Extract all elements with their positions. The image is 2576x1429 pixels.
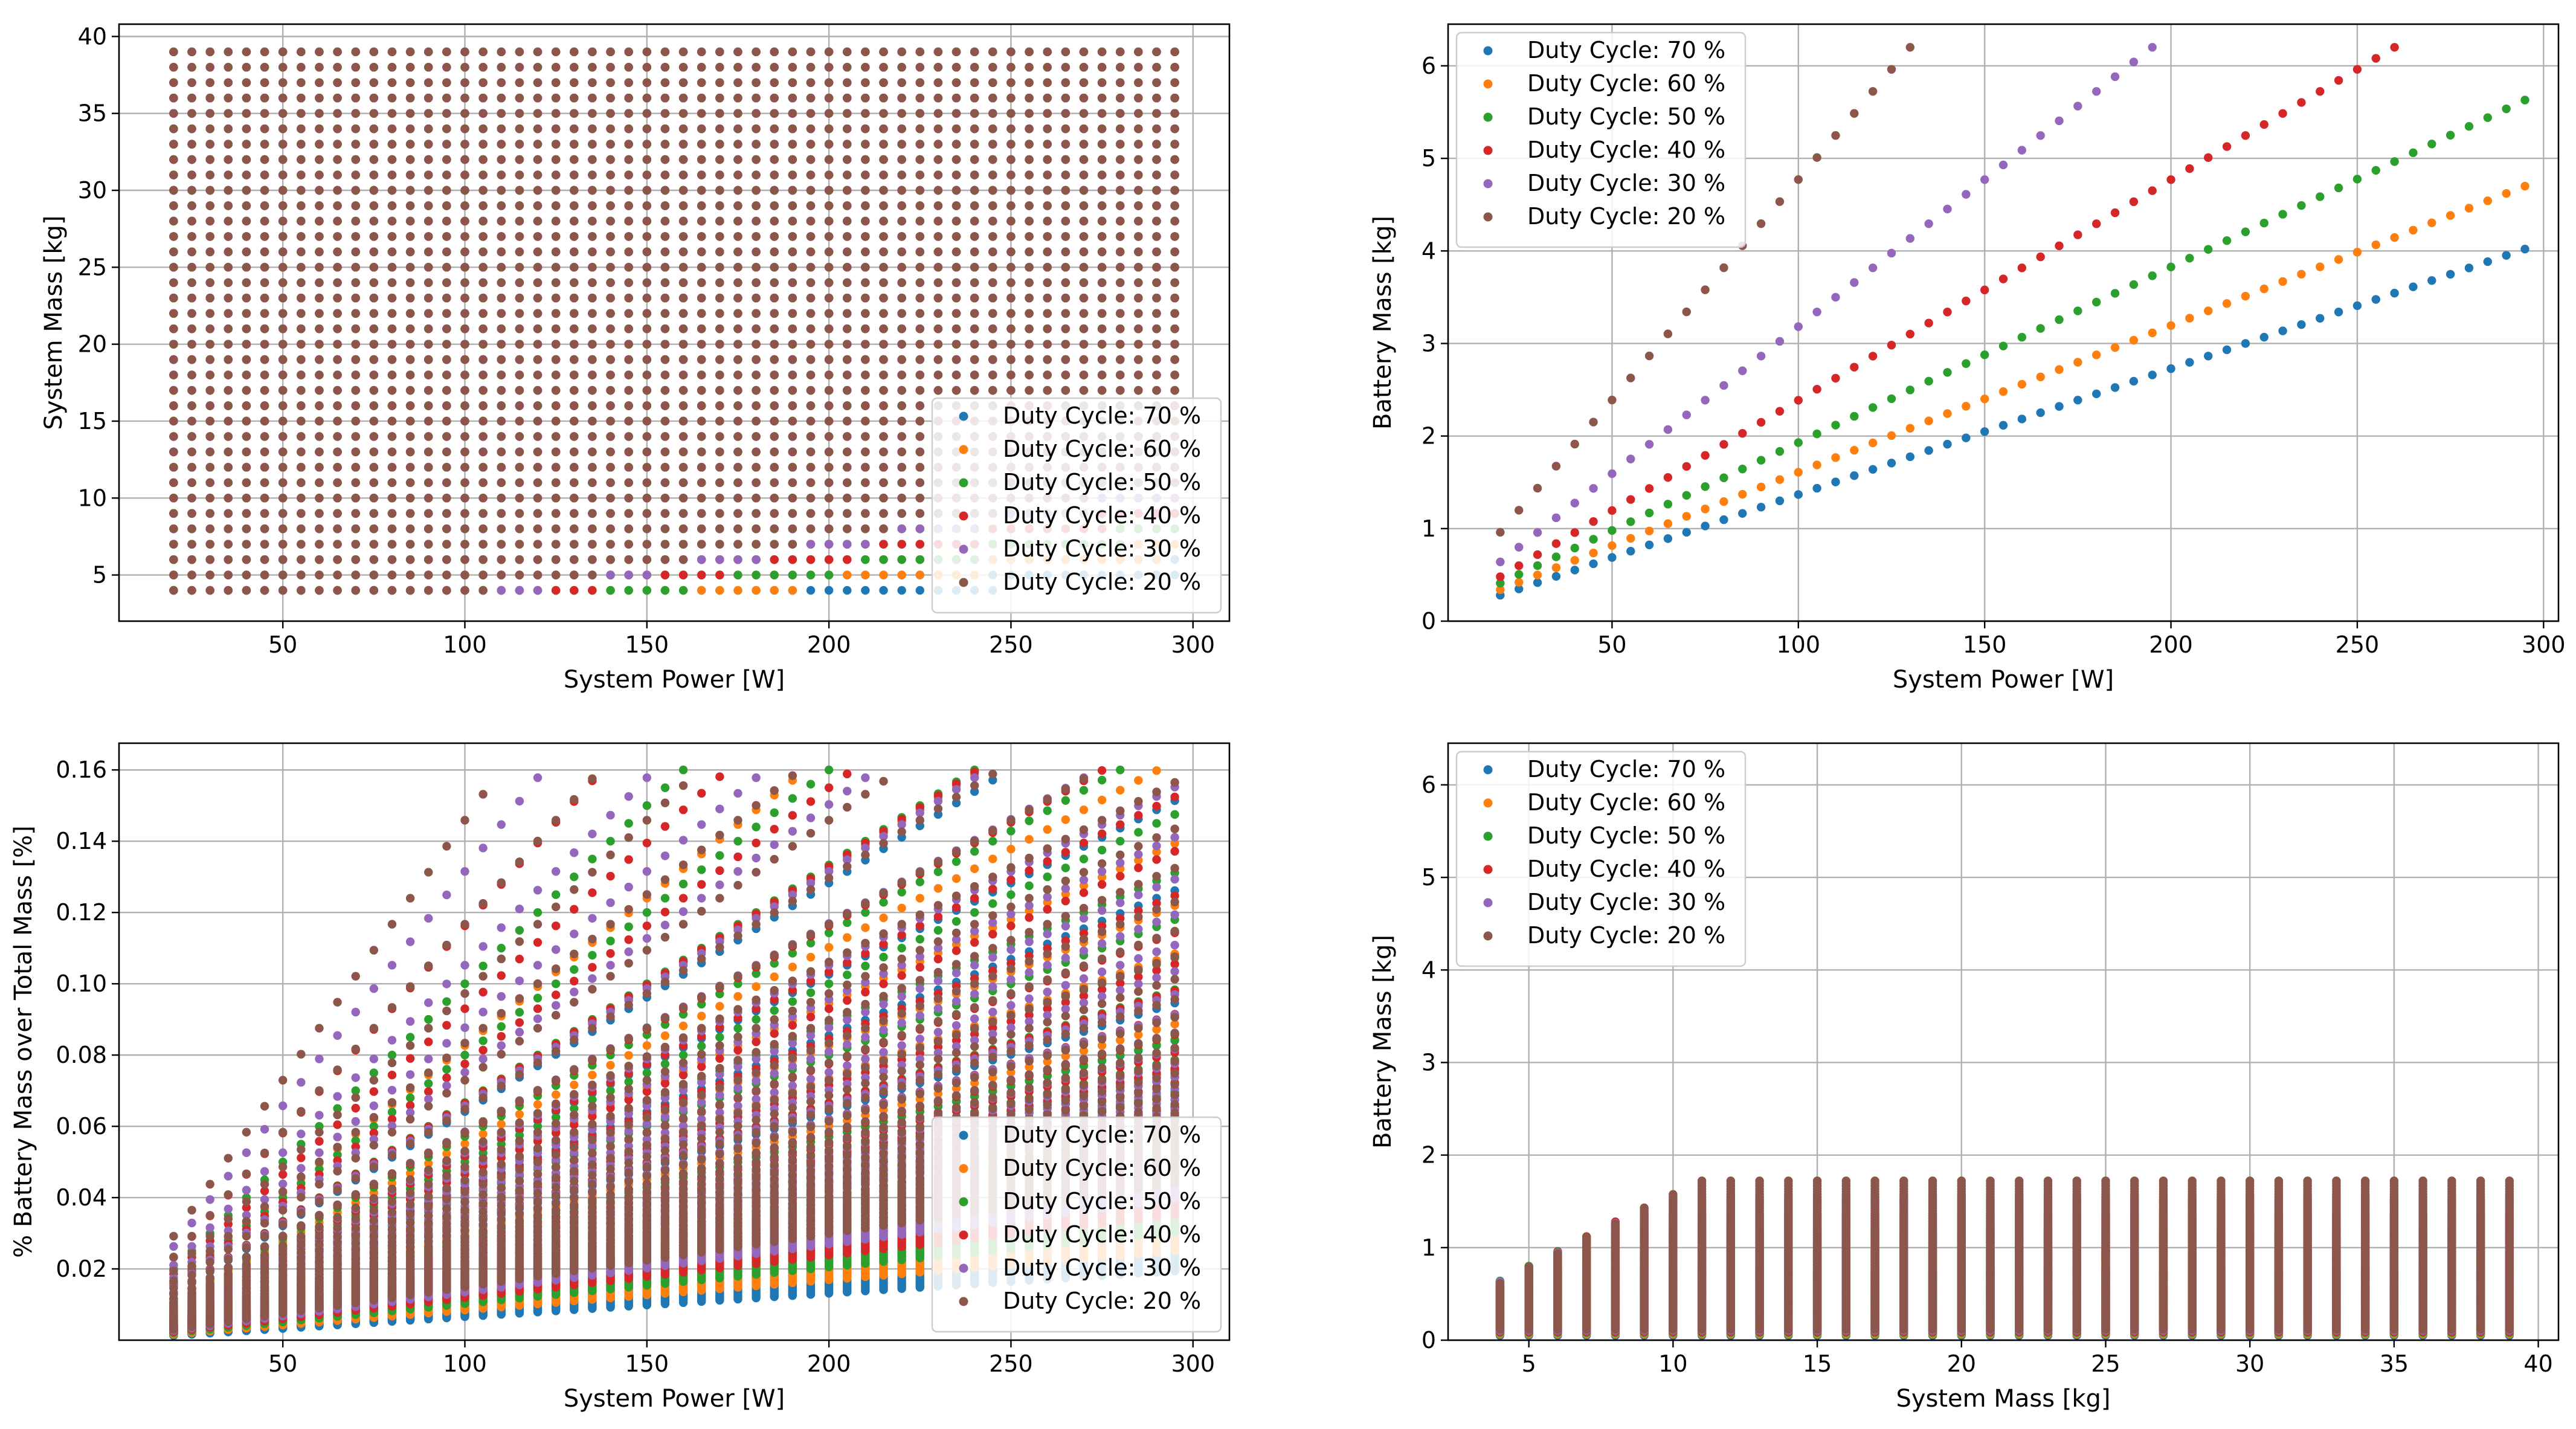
data-point xyxy=(624,585,633,595)
data-point xyxy=(861,585,870,595)
data-point xyxy=(697,585,706,595)
data-point xyxy=(843,585,852,595)
data-point xyxy=(642,585,652,595)
data-point xyxy=(897,570,906,579)
data-point xyxy=(752,585,761,595)
data-point xyxy=(770,585,779,595)
data-point xyxy=(606,585,615,595)
data-point xyxy=(824,585,834,595)
data-point xyxy=(879,570,888,579)
data-point xyxy=(715,585,724,595)
data-point xyxy=(915,570,924,579)
data-point xyxy=(660,585,670,595)
data-point xyxy=(879,585,888,595)
data-point xyxy=(788,585,797,595)
data-point xyxy=(861,570,870,579)
data-point xyxy=(897,585,906,595)
data-point xyxy=(806,585,816,595)
data-point xyxy=(733,585,742,595)
data-point xyxy=(915,585,924,595)
data-point xyxy=(843,570,852,579)
